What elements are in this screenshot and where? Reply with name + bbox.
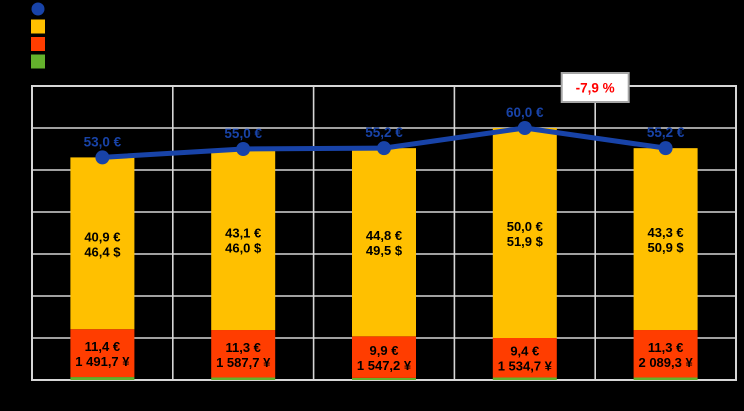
line-point-label: 55,2 € [365, 125, 403, 140]
bar-segment-orange-top-segment [352, 148, 416, 337]
legend-series-1-icon [31, 19, 45, 34]
bar-segment-red-middle-segment [352, 336, 416, 378]
line-point-marker [236, 142, 251, 156]
bar-segment-green-base-segment [352, 377, 416, 380]
annotation-text: -7,9 % [576, 81, 615, 96]
bar-segment-label: 9,4 €1 534,7 ¥ [498, 344, 553, 374]
line-point-marker [95, 150, 110, 165]
legend-series-3-icon [31, 54, 45, 69]
legend-line-series-icon [31, 2, 45, 16]
bar-segment-green-base-segment [70, 377, 135, 380]
bar-segment-label: 50,0 €51,9 $ [507, 219, 544, 249]
bar-segment-red-middle-segment [633, 330, 698, 378]
bar-segment-green-base-segment [211, 377, 276, 380]
line-point-marker [658, 141, 673, 156]
line-point-marker [377, 141, 391, 156]
bar-segment-red-middle-segment [70, 329, 135, 378]
bar-segment-green-base-segment [633, 377, 698, 380]
bar-segment-green-base-segment [492, 377, 557, 380]
bar-segment-orange-top-segment [70, 157, 135, 330]
bar-segment-red-middle-segment [211, 330, 276, 378]
bar-segment-orange-top-segment [633, 148, 698, 331]
line-point-marker [517, 121, 532, 135]
bar-segment-label: 44,8 €49,5 $ [366, 228, 403, 258]
bar-segment-label: 40,9 €46,4 $ [84, 229, 121, 259]
bar-segment-label: 9,9 €1 547,2 ¥ [357, 343, 412, 373]
line-point-label: 53,0 € [84, 134, 122, 149]
bar-segment-red-middle-segment [492, 338, 557, 378]
bar-segment-orange-top-segment [492, 128, 557, 338]
bar-segment-label: 11,3 €2 089,3 ¥ [638, 340, 693, 370]
legend-series-2-icon [31, 37, 45, 51]
line-point-label: 55,0 € [224, 126, 262, 141]
bar-segment-orange-top-segment [211, 149, 276, 331]
bar-segment-label: 11,3 €1 587,7 ¥ [216, 340, 271, 370]
line-point-label: 60,0 € [506, 105, 544, 120]
line-point-label: 55,2 € [647, 125, 685, 140]
bar-segment-label: 11,4 €1 491,7 ¥ [75, 339, 130, 369]
bar-segment-label: 43,1 €46,0 $ [225, 226, 262, 256]
bar-segment-label: 43,3 €50,9 $ [648, 225, 685, 255]
annotation-box [560, 72, 630, 103]
